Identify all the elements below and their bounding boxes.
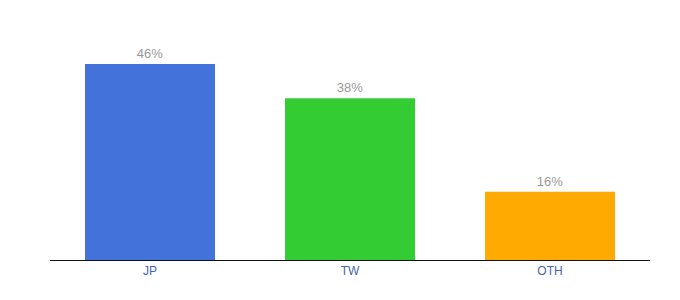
- svg-text:46%: 46%: [137, 46, 163, 61]
- svg-text:OTH: OTH: [537, 264, 562, 278]
- svg-text:TW: TW: [341, 264, 360, 278]
- svg-text:JP: JP: [143, 264, 157, 278]
- svg-text:38%: 38%: [337, 80, 363, 95]
- svg-text:16%: 16%: [537, 174, 563, 189]
